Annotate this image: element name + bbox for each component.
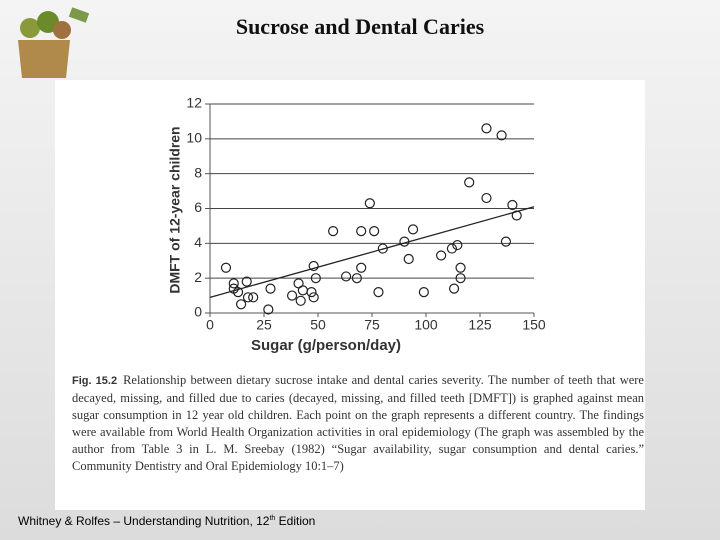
point: [297, 285, 308, 296]
point: [265, 283, 276, 294]
caption-text: Relationship between dietary sucrose int…: [72, 373, 644, 473]
point: [220, 262, 232, 273]
x-tick-label: 100: [414, 317, 438, 333]
point: [295, 295, 306, 306]
point: [369, 226, 380, 237]
point: [356, 226, 367, 237]
point: [248, 292, 259, 303]
bag-icon: [18, 7, 90, 78]
y-tick-label: 8: [194, 164, 202, 180]
point: [496, 130, 507, 141]
trend-line: [209, 206, 535, 298]
slide-title: Sucrose and Dental Caries: [235, 14, 485, 39]
point: [452, 239, 463, 251]
point: [407, 224, 419, 235]
point: [448, 283, 460, 294]
point: [377, 243, 388, 254]
x-tick-label: 25: [256, 317, 272, 333]
x-tick-label: 0: [206, 317, 214, 333]
point: [242, 292, 254, 303]
point: [464, 177, 475, 188]
point: [500, 236, 512, 247]
y-tick-label: 0: [194, 304, 202, 320]
point: [446, 243, 458, 254]
x-tick-label: 50: [310, 317, 326, 333]
point: [241, 276, 252, 287]
y-tick-label: 4: [194, 234, 202, 250]
point: [507, 199, 518, 211]
x-tick-label: 125: [468, 317, 492, 333]
point: [286, 290, 298, 301]
footer: Whitney & Rolfes – Understanding Nutriti…: [18, 514, 315, 528]
point: [373, 287, 384, 298]
point: [236, 299, 247, 310]
x-tick-label: 75: [364, 317, 380, 333]
point: [310, 273, 321, 284]
footer-end: Edition: [278, 514, 316, 528]
chart: Sugar (g/person/day) DMFT of 12-year chi…: [167, 95, 546, 354]
point: [418, 287, 429, 298]
y-axis-label: DMFT of 12-year children: [167, 126, 183, 293]
footer-main: Whitney & Rolfes – Understanding Nutriti…: [18, 514, 270, 528]
point: [481, 192, 492, 204]
point: [455, 273, 466, 284]
point: [364, 198, 375, 209]
point: [356, 262, 367, 273]
point: [308, 260, 319, 272]
y-tick-label: 10: [186, 130, 202, 146]
point: [455, 262, 466, 273]
point: [306, 287, 317, 298]
y-tick-label: 2: [194, 269, 202, 285]
point: [263, 304, 274, 315]
x-tick-label: 150: [522, 317, 546, 333]
point: [481, 123, 492, 134]
y-tick-label: 12: [186, 95, 202, 111]
x-axis-label: Sugar (g/person/day): [251, 337, 401, 354]
caption: Fig. 15.2 Relationship between dietary su…: [72, 372, 644, 475]
point: [436, 250, 447, 261]
point: [328, 226, 339, 237]
point: [308, 292, 319, 303]
point: [232, 287, 244, 298]
figure-panel: [55, 80, 645, 510]
point: [403, 253, 414, 265]
point: [228, 278, 239, 289]
footer-sup: th: [269, 515, 276, 522]
point: [351, 273, 362, 284]
y-tick-label: 6: [194, 199, 202, 215]
figure-label: Fig. 15.2: [72, 375, 118, 387]
point: [340, 271, 352, 282]
